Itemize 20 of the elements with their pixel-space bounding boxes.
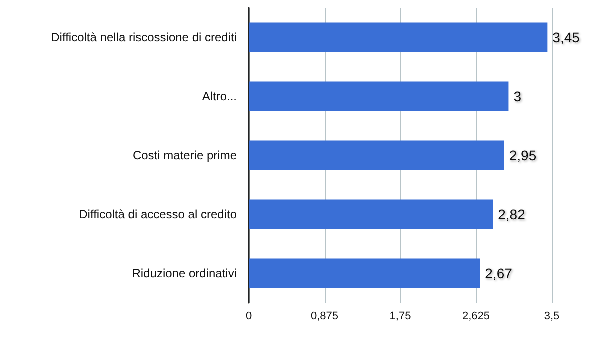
x-tick-label: 2,625	[462, 310, 490, 322]
x-tick-label: 0,875	[310, 310, 339, 322]
bar	[249, 82, 509, 112]
x-tick-label: 1,75	[390, 310, 412, 322]
y-tick-label: Riduzione ordinativi	[132, 266, 237, 280]
bar	[249, 22, 548, 52]
y-tick-label: Altro...	[202, 90, 237, 104]
y-tick-label: Costi materie prime	[132, 148, 238, 162]
y-tick-label: Difficoltà di accesso al credito	[79, 208, 238, 222]
data-label: 3	[514, 88, 522, 104]
bar	[249, 140, 504, 170]
bar	[249, 258, 480, 288]
data-label: 3,45	[552, 30, 580, 46]
data-label: 2,82	[498, 206, 526, 222]
data-label: 2,95	[509, 148, 537, 164]
data-label: 2,67	[485, 266, 513, 282]
y-tick-label: Difficoltà nella riscossione di crediti	[51, 30, 237, 44]
x-tick-label: 0	[246, 310, 252, 322]
bar	[249, 200, 494, 230]
x-tick-label: 3,5	[544, 310, 560, 322]
